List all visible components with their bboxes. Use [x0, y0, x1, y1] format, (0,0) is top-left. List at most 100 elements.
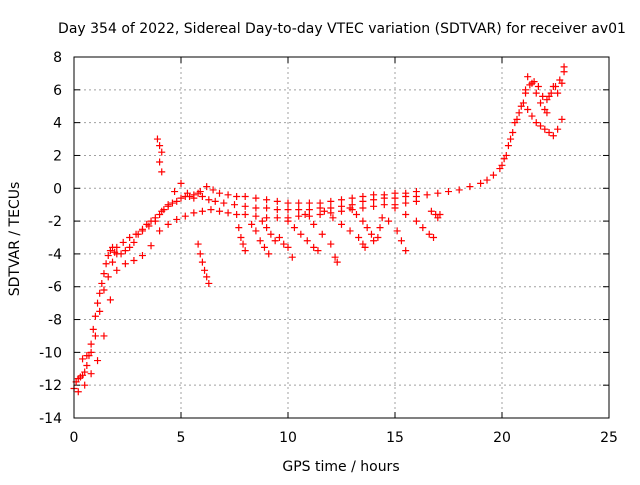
data-point [211, 197, 219, 205]
data-point [196, 188, 204, 196]
data-point [305, 206, 313, 214]
data-point [434, 189, 442, 197]
data-point [156, 227, 164, 235]
y-axis-label: SDTVAR / TECUs [7, 182, 23, 297]
data-point [100, 332, 108, 340]
data-point [171, 188, 179, 196]
y-tick-label: -4 [48, 247, 62, 263]
data-point [252, 212, 260, 220]
data-point [554, 125, 562, 133]
data-point [374, 234, 382, 241]
data-point [539, 92, 547, 100]
data-point [385, 217, 393, 225]
data-point [224, 209, 232, 217]
data-point [207, 206, 215, 214]
data-point [532, 89, 540, 97]
data-point [100, 270, 108, 278]
data-point [370, 191, 378, 199]
plot-frame [73, 56, 610, 419]
data-point [455, 186, 463, 194]
y-tick-label: -10 [39, 345, 62, 361]
data-point [190, 209, 198, 217]
y-tick-label: -2 [48, 214, 62, 230]
data-point [393, 227, 401, 235]
data-point [284, 206, 292, 214]
data-point [113, 243, 121, 251]
data-point [248, 220, 256, 228]
data-point [235, 224, 243, 232]
x-tick-label: 15 [386, 430, 404, 446]
data-point [310, 243, 318, 251]
data-point [241, 192, 249, 200]
data-point [537, 99, 545, 107]
data-point [158, 148, 166, 156]
data-point [96, 307, 104, 315]
data-point [318, 230, 326, 238]
data-point [260, 243, 268, 251]
data-point [74, 388, 82, 396]
data-point [370, 237, 378, 245]
data-point [528, 112, 536, 120]
data-point [168, 199, 176, 207]
data-point [126, 234, 134, 241]
data-point [402, 189, 410, 197]
y-tick-label: 4 [53, 116, 62, 132]
data-point [402, 247, 410, 255]
data-point [554, 89, 562, 97]
data-point [316, 199, 324, 207]
data-point [346, 227, 354, 235]
data-point [314, 247, 322, 255]
data-point [498, 161, 506, 169]
data-point [280, 240, 288, 248]
chart-title: Day 354 of 2022, Sidereal Day-to-day VTE… [58, 21, 626, 37]
data-point [83, 352, 91, 360]
data-point [265, 250, 273, 258]
data-point [87, 370, 95, 378]
data-point [466, 183, 474, 191]
data-point [198, 192, 206, 200]
data-point [519, 99, 527, 107]
data-point [233, 211, 241, 219]
data-point [346, 204, 354, 212]
data-point [303, 237, 311, 245]
data-points [70, 63, 568, 396]
data-point [397, 237, 405, 245]
data-point [301, 211, 309, 219]
data-point [79, 355, 87, 363]
data-point [173, 215, 181, 223]
data-point [121, 247, 129, 255]
data-point [216, 207, 224, 215]
data-point [333, 258, 341, 266]
data-point [196, 250, 204, 258]
data-point [198, 258, 206, 266]
data-point [391, 204, 399, 212]
data-point [327, 240, 335, 248]
data-point [352, 211, 360, 219]
data-point [507, 135, 515, 143]
data-point [104, 273, 112, 281]
data-point [541, 125, 549, 133]
data-point [252, 204, 260, 212]
data-point [177, 179, 185, 187]
y-tick-label: -14 [39, 411, 62, 427]
data-point [156, 142, 164, 150]
data-point [145, 222, 153, 230]
data-point [378, 214, 386, 222]
data-point [355, 234, 363, 241]
data-point [252, 194, 260, 202]
data-point [524, 106, 532, 114]
data-point [558, 79, 566, 87]
data-point [412, 217, 420, 225]
data-point [427, 207, 435, 215]
data-point [177, 194, 185, 202]
data-point [252, 227, 260, 235]
data-point [327, 197, 335, 205]
data-point [81, 368, 89, 376]
data-point [201, 266, 209, 274]
data-point [100, 286, 108, 294]
data-point [320, 207, 328, 215]
data-point [532, 119, 540, 127]
data-point [83, 361, 91, 369]
data-point [273, 206, 281, 214]
